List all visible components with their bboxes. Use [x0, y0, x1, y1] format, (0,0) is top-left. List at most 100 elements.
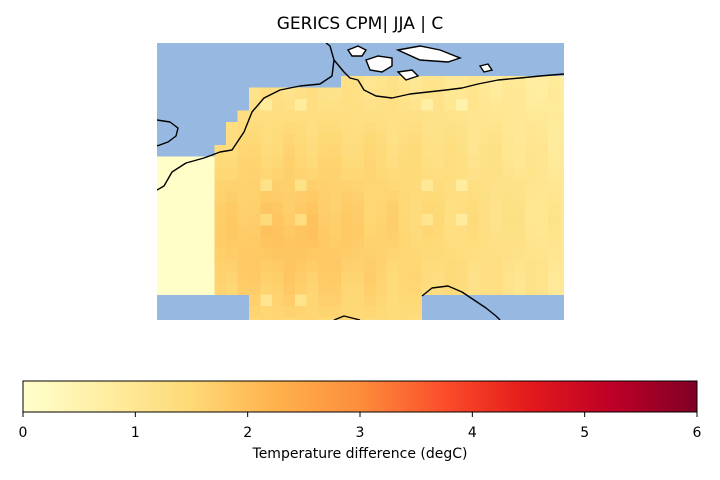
grid-cell	[283, 294, 296, 307]
grid-cell	[444, 191, 457, 203]
grid-cell	[536, 110, 549, 123]
grid-cell	[444, 271, 457, 284]
grid-cell	[283, 202, 296, 215]
grid-cell	[525, 110, 537, 123]
grid-cell	[283, 260, 296, 272]
grid-cell	[548, 133, 560, 146]
grid-cell	[329, 260, 342, 272]
grid-cell	[456, 191, 468, 203]
grid-cell	[214, 179, 227, 192]
grid-cell	[410, 133, 422, 146]
grid-cell	[444, 99, 457, 111]
grid-cell	[456, 87, 468, 100]
grid-cell	[306, 99, 319, 111]
grid-cell	[398, 271, 411, 284]
grid-cell	[479, 271, 491, 284]
grid-cell	[548, 179, 560, 192]
grid-cell	[364, 294, 376, 307]
grid-cell	[479, 191, 491, 203]
grid-cell	[226, 260, 238, 272]
grid-cell	[433, 191, 445, 203]
grid-cell	[352, 271, 365, 284]
grid-cell	[456, 99, 468, 111]
grid-cell	[237, 237, 250, 249]
grid-cell	[467, 99, 480, 111]
grid-cell	[559, 271, 564, 284]
grid-cell	[513, 283, 526, 295]
grid-cell	[490, 202, 503, 215]
grid-cell	[433, 260, 445, 272]
grid-cell	[513, 168, 526, 180]
grid-cell	[226, 191, 238, 203]
data-grid	[157, 76, 564, 320]
grid-cell	[306, 145, 319, 157]
grid-cell	[490, 225, 503, 238]
grid-cell	[410, 145, 422, 157]
grid-cell	[203, 156, 215, 169]
grid-cell	[306, 191, 319, 203]
grid-cell	[203, 202, 215, 215]
grid-cell	[191, 283, 204, 295]
grid-cell	[329, 214, 342, 226]
grid-cell	[559, 168, 564, 180]
colorbar-tick-label: 3	[356, 425, 365, 441]
grid-cell	[214, 191, 227, 203]
grid-cell	[421, 99, 434, 111]
grid-cell	[157, 225, 169, 238]
grid-cell	[191, 237, 204, 249]
grid-cell	[421, 156, 434, 169]
grid-cell	[513, 87, 526, 100]
grid-cell	[536, 179, 549, 192]
grid-cell	[318, 237, 330, 249]
coastline-britain	[157, 119, 179, 147]
grid-cell	[387, 156, 399, 169]
grid-cell	[467, 260, 480, 272]
grid-cell	[548, 225, 560, 238]
grid-cell	[559, 260, 564, 272]
grid-cell	[260, 87, 273, 100]
grid-cell	[375, 317, 388, 320]
grid-cell	[490, 168, 503, 180]
grid-cell	[318, 87, 330, 100]
grid-cell	[387, 76, 399, 88]
grid-cell	[260, 179, 273, 192]
island-scania	[395, 45, 463, 63]
grid-cell	[203, 191, 215, 203]
grid-cell	[341, 191, 353, 203]
grid-cell	[410, 317, 422, 320]
grid-cell	[306, 122, 319, 134]
colorbar-tick-label: 1	[131, 425, 140, 441]
grid-cell	[352, 99, 365, 111]
grid-cell	[352, 225, 365, 238]
coastline	[157, 43, 564, 320]
grid-cell	[329, 179, 342, 192]
grid-cell	[341, 283, 353, 295]
grid-cell	[421, 168, 434, 180]
grid-cell	[536, 225, 549, 238]
grid-cell	[341, 317, 353, 320]
grid-cell	[168, 202, 181, 215]
grid-cell	[559, 145, 564, 157]
grid-cell	[352, 237, 365, 249]
grid-cell	[283, 110, 296, 123]
grid-cell	[295, 306, 307, 318]
grid-cell	[272, 133, 284, 146]
grid-cell	[398, 260, 411, 272]
grid-cell	[456, 237, 468, 249]
grid-cell	[375, 168, 388, 180]
grid-cell	[306, 87, 319, 100]
grid-cell	[249, 99, 261, 111]
grid-cell	[410, 110, 422, 123]
grid-cell	[180, 260, 192, 272]
grid-cell	[375, 122, 388, 134]
grid-cell	[502, 145, 514, 157]
grid-cell	[536, 271, 549, 284]
grid-cell	[226, 179, 238, 192]
grid-cell	[260, 202, 273, 215]
grid-cell	[548, 122, 560, 134]
grid-cell	[536, 156, 549, 169]
grid-cell	[318, 202, 330, 215]
grid-cell	[203, 237, 215, 249]
grid-cell	[191, 271, 204, 284]
colorbar-tick-label: 5	[580, 425, 589, 441]
